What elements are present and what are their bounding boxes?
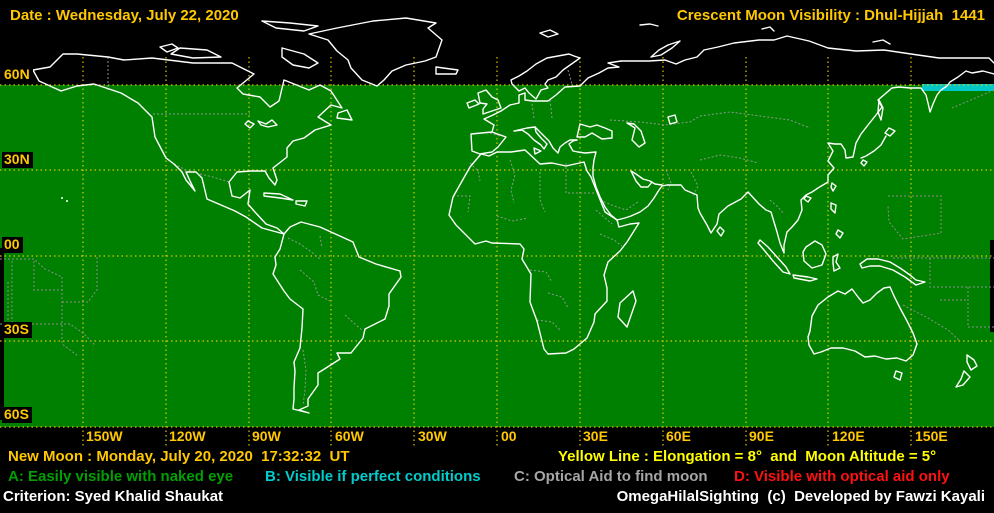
lon-label-30w: 30W <box>418 428 447 444</box>
lon-label-120e: 120E <box>832 428 865 444</box>
lon-label-150e: 150E <box>915 428 948 444</box>
criterion-credit: Criterion: Syed Khalid Shaukat <box>3 488 224 505</box>
lon-label-00: 00 <box>501 428 517 444</box>
new-moon-info: New Moon : Monday, July 20, 2020 17:32:3… <box>8 448 350 465</box>
date-title: Date : Wednesday, July 22, 2020 <box>10 7 239 24</box>
yellow-line-note: Yellow Line : Elongation = 8° and Moon A… <box>558 448 937 465</box>
coastlines <box>32 17 994 414</box>
legend-zone-d: D: Visible with optical aid only <box>734 468 950 485</box>
lon-label-30e: 30E <box>583 428 608 444</box>
legend-zone-a: A: Easily visible with naked eye <box>8 468 234 485</box>
eez-boundaries <box>0 89 994 357</box>
graticule-grid <box>0 57 994 447</box>
lon-label-150w: 150W <box>86 428 123 444</box>
lon-label-90w: 90W <box>252 428 281 444</box>
lon-label-90e: 90E <box>749 428 774 444</box>
lon-label-60e: 60E <box>666 428 691 444</box>
lat-label-30n: 30N <box>2 152 33 168</box>
lat-label-60n: 60N <box>2 67 33 83</box>
legend-zone-b: B: Visible if perfect conditions <box>265 468 481 485</box>
zone-b-band <box>922 84 994 91</box>
lon-label-60w: 60W <box>335 428 364 444</box>
lat-label-00: 00 <box>2 237 23 253</box>
visibility-title: Crescent Moon Visibility : Dhul-Hijjah 1… <box>676 7 985 24</box>
lat-label-60s: 60S <box>2 407 32 423</box>
software-credit: OmegaHilalSighting (c) Developed by Fawz… <box>616 488 985 505</box>
legend-zone-c: C: Optical Aid to find moon <box>514 468 708 485</box>
country-borders <box>107 57 811 406</box>
lon-label-120w: 120W <box>169 428 206 444</box>
lat-label-30s: 30S <box>2 322 32 338</box>
